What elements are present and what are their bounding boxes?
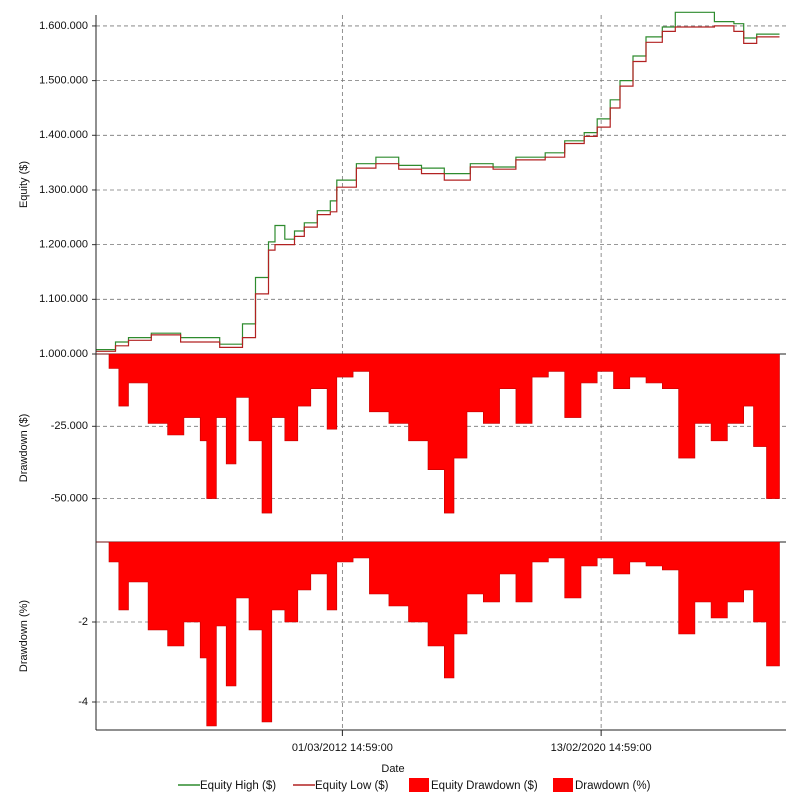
series-equity-high-line [96, 11, 780, 351]
legend-swatch-box [409, 778, 429, 792]
equity-ytick-label-4: 1.400.000 [39, 129, 88, 141]
legend-label: Equity Low ($) [315, 780, 389, 792]
series-drawdown-area [96, 541, 780, 727]
equity-ytick-label-1: 1.100.000 [39, 293, 88, 305]
equity-ytick-label-5: 1.500.000 [39, 75, 88, 87]
equity-ytick-label-0: 1.000.000 [39, 348, 88, 360]
x-axis: 01/03/2012 14:59:00 13/02/2020 14:59:00 Da… [292, 730, 652, 775]
series-equity-drawdown-area [96, 353, 780, 514]
drawdown-percent-ytick-label-1: -4 [78, 696, 88, 708]
series-equity-low-line [96, 25, 780, 352]
drawdown-dollar-ytick-label-1: -50.000 [51, 493, 88, 505]
drawdown-dollar-ytick-label-0: -25.000 [51, 420, 88, 432]
legend-item-1: Equity Low ($) [293, 780, 389, 792]
drawdown-dollar-panel: -25.000 -50.000 Drawdown ($) [18, 353, 786, 543]
x-axis-title: Date [381, 763, 404, 775]
legend-item-2: Equity Drawdown ($) [409, 778, 538, 792]
legend-swatch-box [553, 778, 573, 792]
legend-item-0: Equity High ($) [178, 780, 276, 792]
legend: Equity High ($) Equity Low ($) Equity Draw… [178, 778, 651, 792]
legend-label: Drawdown (%) [575, 780, 651, 792]
drawdown-percent-ytick-label-0: -2 [78, 616, 88, 628]
equity-panel: 1.000.000 1.100.000 1.200.000 1.300.000 1.40… [18, 11, 786, 360]
drawdown-percent-y-axis-title: Drawdown (%) [18, 600, 30, 672]
drawdown-dollar-y-axis-title: Drawdown ($) [18, 414, 30, 482]
equity-ytick-label-3: 1.300.000 [39, 184, 88, 196]
equity-ytick-label-2: 1.200.000 [39, 239, 88, 251]
x-tick-label-1: 13/02/2020 14:59:00 [551, 742, 652, 754]
x-tick-label-0: 01/03/2012 14:59:00 [292, 742, 393, 754]
equity-ytick-label-6: 1.600.000 [39, 20, 88, 32]
legend-item-3: Drawdown (%) [553, 778, 651, 792]
legend-label: Equity High ($) [200, 780, 276, 792]
equity-y-axis-title: Equity ($) [18, 161, 30, 208]
legend-label: Equity Drawdown ($) [431, 780, 538, 792]
drawdown-percent-panel: -2 -4 Drawdown (%) [18, 541, 786, 731]
